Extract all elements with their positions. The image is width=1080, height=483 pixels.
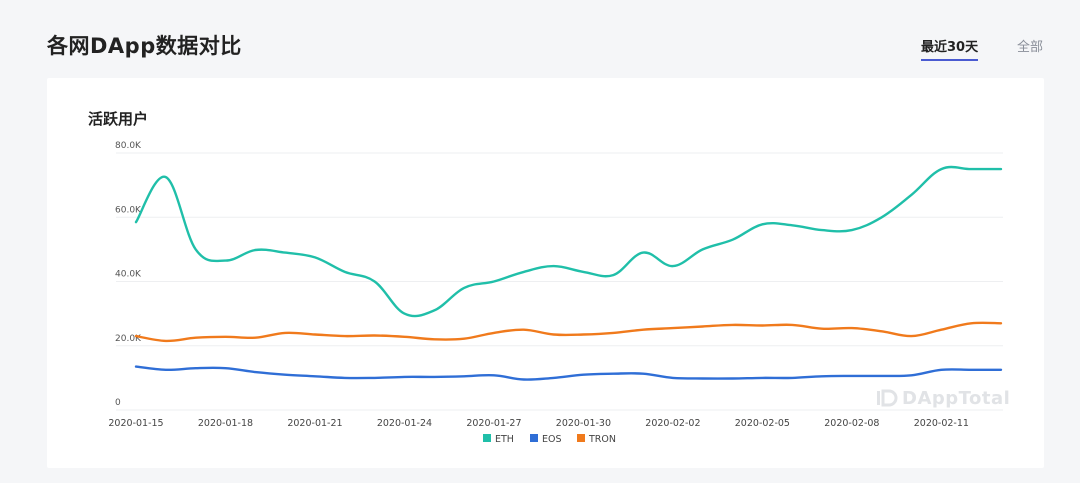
watermark: DAppTotal — [876, 388, 1010, 409]
line-chart: 0 20.0K 40.0K 60.0K 80.0K 2020-01-15 2020-01-1… — [108, 141, 1003, 445]
x-tick-label: 2020-01-18 — [198, 418, 253, 429]
legend-label-eth: ETH — [495, 434, 514, 445]
y-tick-label: 40.0K — [115, 270, 142, 280]
legend-swatch-eth — [483, 434, 491, 442]
chart-card: 活跃用户 DAppTotal 0 20.0K 40.0K 60.0K 80.0K 2020… — [47, 78, 1044, 468]
x-tick-label: 2020-02-08 — [824, 418, 879, 429]
y-tick-label: 80.0K — [115, 141, 142, 151]
y-tick-label: 20.0K — [115, 334, 142, 344]
dapptotal-logo-icon — [877, 389, 898, 407]
x-tick-label: 2020-01-30 — [556, 418, 611, 429]
series-line-eos — [134, 365, 1003, 381]
x-tick-label: 2020-01-27 — [466, 418, 521, 429]
page-header: 各网DApp数据对比 最近30天 全部 — [0, 0, 1080, 78]
legend-label-eos: EOS — [542, 434, 562, 445]
legend-swatch-tron — [577, 434, 585, 442]
x-tick-label: 2020-01-21 — [287, 418, 342, 429]
x-tick-label: 2020-01-24 — [377, 418, 432, 429]
series-line-tron — [134, 321, 1003, 343]
x-tick-label: 2020-02-02 — [645, 418, 700, 429]
chart-title: 活跃用户 — [88, 110, 149, 128]
x-tick-label: 2020-02-11 — [914, 418, 969, 429]
x-tick-label: 2020-02-05 — [735, 418, 790, 429]
y-tick-label: 0 — [115, 398, 121, 408]
legend-swatch-eos — [530, 434, 538, 442]
tab-last-30-days[interactable]: 最近30天 — [921, 36, 979, 61]
x-tick-label: 2020-01-15 — [108, 418, 163, 429]
legend-label-tron: TRON — [588, 434, 616, 445]
tab-all[interactable]: 全部 — [1017, 40, 1044, 55]
series-line-eth — [134, 165, 1003, 318]
watermark-text: DAppTotal — [902, 388, 1011, 409]
y-tick-label: 60.0K — [115, 205, 142, 215]
page-title: 各网DApp数据对比 — [47, 34, 242, 58]
